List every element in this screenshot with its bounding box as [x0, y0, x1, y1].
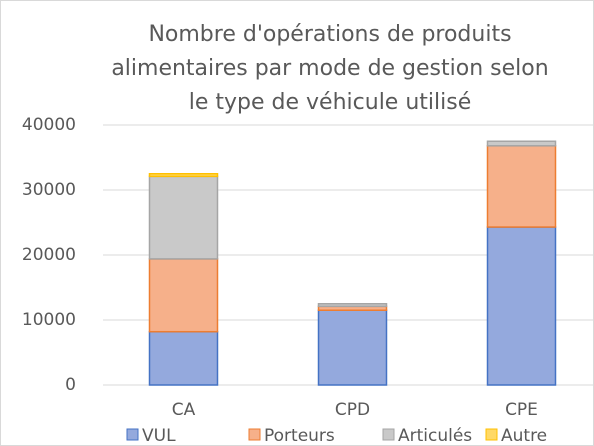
x-tick-label: CA [172, 400, 196, 420]
bar-segment [486, 140, 557, 147]
legend-label: VUL [142, 426, 176, 446]
bar-segment [317, 303, 388, 308]
y-tick-label: 20000 [22, 245, 76, 265]
legend-label: Porteurs [264, 426, 335, 446]
bar-segment [148, 173, 219, 178]
legend-label: Articulés [398, 426, 472, 446]
legend-swatch [126, 428, 139, 441]
bar-segment [317, 309, 388, 386]
bar-segment [486, 226, 557, 386]
chart-title: Nombre d'opérations de produits alimenta… [111, 22, 549, 115]
y-tick-label: 40000 [22, 115, 76, 135]
y-tick-label: 10000 [22, 310, 76, 330]
bar-segment [486, 145, 557, 228]
x-tick-label: CPE [505, 400, 538, 420]
legend-swatch [382, 428, 395, 441]
legend-label: Autre [501, 426, 547, 446]
y-tick-label: 0 [65, 375, 76, 395]
legend-swatch [248, 428, 261, 441]
x-tick-label: CPD [335, 400, 370, 420]
bar-segment [148, 330, 219, 386]
y-tick-label: 30000 [22, 180, 76, 200]
bar-segment [148, 175, 219, 260]
bar-segment [148, 258, 219, 333]
legend-swatch [485, 428, 498, 441]
